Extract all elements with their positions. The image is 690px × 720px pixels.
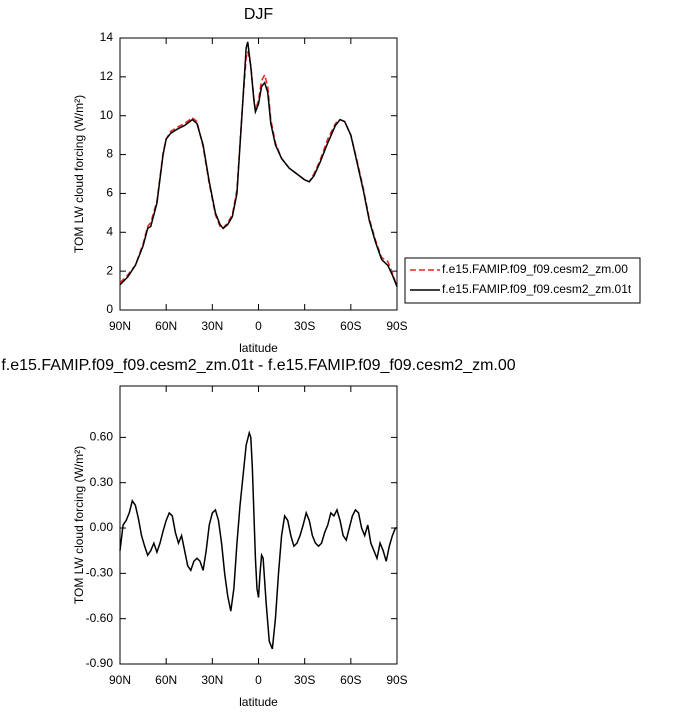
x-tick-label: 0: [255, 673, 262, 687]
y-tick-label: 12: [100, 69, 114, 83]
y-tick-label: 8: [106, 147, 113, 161]
y-axis-label: TOM LW cloud forcing (W/m²): [72, 446, 86, 604]
x-tick-label: 60S: [340, 673, 361, 687]
chart-title: DJF: [244, 6, 274, 23]
y-tick-label: 2: [106, 263, 113, 277]
data-line: [119, 41, 398, 287]
y-tick-label: -0.60: [86, 611, 114, 625]
y-tick-label: -0.30: [86, 566, 114, 580]
x-tick-label: 30S: [294, 673, 315, 687]
x-tick-label: 30N: [201, 319, 223, 333]
legend-label: f.e15.FAMIP.f09_f09.cesm2_zm.00: [442, 262, 628, 276]
x-tick-label: 0: [255, 319, 262, 333]
y-tick-label: 10: [100, 108, 114, 122]
y-tick-label: 0: [106, 302, 113, 316]
x-tick-label: 90S: [386, 673, 407, 687]
y-tick-label: 14: [100, 30, 114, 44]
x-tick-label: 30S: [294, 319, 315, 333]
chart-title: f.e15.FAMIP.f09_f09.cesm2_zm.01t - f.e15…: [1, 357, 515, 374]
x-tick-label: 60N: [155, 319, 177, 333]
y-tick-label: 0.60: [90, 430, 114, 444]
y-tick-label: 0.30: [90, 475, 114, 489]
x-tick-label: 30N: [201, 673, 223, 687]
x-tick-label: 90S: [386, 319, 407, 333]
x-tick-label: 60N: [155, 673, 177, 687]
data-line: [119, 430, 397, 650]
y-axis-label: TOM LW cloud forcing (W/m²): [72, 95, 86, 253]
y-tick-label: 4: [106, 224, 113, 238]
x-axis-label: latitude: [239, 695, 278, 709]
plot-frame: [119, 37, 398, 311]
legend-box: [404, 257, 641, 304]
legend-label: f.e15.FAMIP.f09_f09.cesm2_zm.01t: [442, 282, 632, 296]
x-tick-label: 90N: [109, 319, 131, 333]
y-tick-label: 0.00: [90, 520, 114, 534]
y-tick-label: -0.90: [86, 656, 114, 670]
y-tick-label: 6: [106, 186, 113, 200]
x-axis-label: latitude: [239, 341, 278, 355]
x-tick-label: 90N: [109, 673, 131, 687]
plot-frame: [119, 385, 398, 665]
x-tick-label: 60S: [340, 319, 361, 333]
